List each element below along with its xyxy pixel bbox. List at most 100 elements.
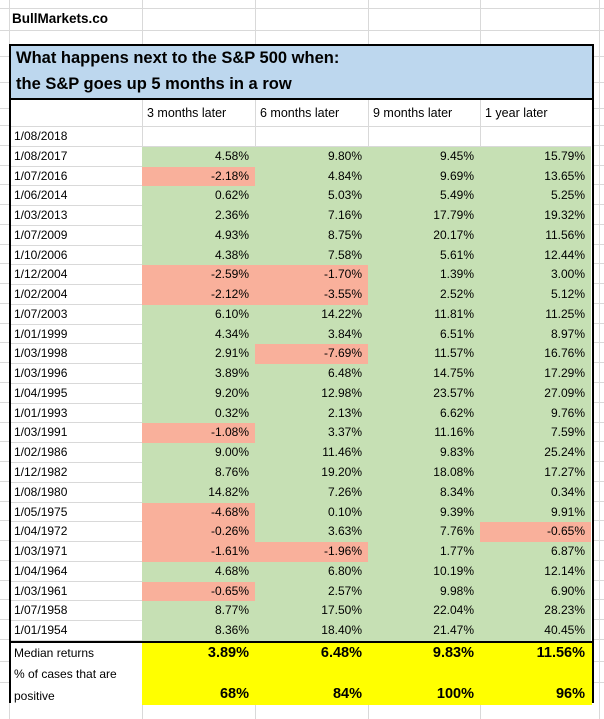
column-header: 6 months later [255, 100, 368, 127]
median-returns-label: Median returns [14, 645, 95, 660]
table-row: 1/01/1993 0.32% 2.13% 6.62% 9.76% [11, 403, 592, 424]
gridline [480, 0, 481, 44]
table-row: 1/03/2013 2.36% 7.16% 17.79% 19.32% [11, 206, 592, 226]
return-cell: 11.57% [368, 344, 480, 365]
gridline [142, 0, 143, 44]
return-cell: 2.91% [142, 344, 255, 365]
gridline [0, 204, 9, 206]
return-cell: -1.96% [255, 542, 368, 562]
gridline [255, 703, 256, 719]
gridline [594, 559, 604, 561]
date-cell: 1/07/2016 [11, 167, 142, 187]
gridline [594, 223, 604, 225]
date-cell: 1/03/1991 [11, 423, 142, 444]
positive-value-cell: 100% [436, 685, 474, 702]
return-cell: 9.91% [480, 502, 591, 523]
column-header: 1 year later [480, 100, 591, 127]
gridline [594, 599, 604, 601]
return-cell [480, 127, 591, 147]
return-cell: 28.23% [480, 601, 591, 622]
footer-values: 3.89% 6.48% 9.83% 11.56% 68% 84% 100% 96% [142, 642, 592, 705]
gridline [594, 421, 604, 423]
return-cell: -4.68% [142, 502, 255, 523]
gridline [0, 421, 9, 423]
gridline [0, 540, 9, 542]
date-cell: 1/04/1972 [11, 522, 142, 543]
gridline [594, 500, 604, 502]
table-row: 1/07/2016 -2.18% 4.84% 9.69% 13.65% [11, 166, 592, 187]
date-cell: 1/03/1961 [11, 582, 142, 602]
title-line-1: What happens next to the S&P 500 when: [16, 49, 340, 67]
return-cell: 9.69% [368, 166, 480, 187]
summary-footer: Median returns % of cases that are posit… [11, 640, 592, 705]
table-row: 1/12/2004 -2.59% -1.70% 1.39% 3.00% [11, 265, 592, 286]
date-cell: 1/03/1971 [11, 542, 142, 562]
table-row: 1/01/1954 8.36% 18.40% 21.47% 40.45% [11, 621, 592, 641]
gridline [0, 243, 9, 245]
gridline [0, 500, 9, 502]
gridline [0, 639, 9, 641]
date-cell: 1/06/2014 [11, 186, 142, 207]
gridline [0, 682, 9, 683]
title-line-2: the S&P goes up 5 months in a row [16, 74, 292, 93]
date-cell: 1/01/1993 [11, 404, 142, 424]
return-cell: 40.45% [480, 621, 591, 641]
median-value-cell: 3.89% [207, 644, 249, 661]
table-row: 1/04/1995 9.20% 12.98% 23.57% 27.09% [11, 383, 592, 404]
return-cell: 5.03% [255, 186, 368, 207]
return-cell: 9.80% [255, 146, 368, 167]
return-cell: 8.97% [480, 324, 591, 345]
pct-positive-label-line1: % of cases that are [14, 667, 117, 682]
date-cell: 1/02/1986 [11, 443, 142, 464]
gridline [0, 401, 9, 403]
data-rows: 1/08/2018 1/08/2017 4.58% 9.80% 9.45% 15.79% 1… [11, 127, 592, 641]
return-cell: 20.17% [368, 225, 480, 246]
gridline [594, 480, 604, 482]
gridline [0, 599, 9, 601]
gridline [594, 243, 604, 245]
return-cell: 5.61% [368, 245, 480, 266]
return-cell: 7.76% [368, 522, 480, 543]
return-cell: 12.98% [255, 383, 368, 404]
table-row: 1/08/2017 4.58% 9.80% 9.45% 15.79% [11, 146, 592, 167]
return-cell: 7.16% [255, 206, 368, 226]
table-row: 1/08/1980 14.82% 7.26% 8.34% 0.34% [11, 482, 592, 503]
return-cell: 21.47% [368, 621, 480, 641]
date-cell: 1/03/1996 [11, 364, 142, 384]
gridline [0, 223, 9, 225]
gridline [0, 302, 9, 304]
gridline [0, 56, 9, 57]
return-cell: -2.12% [142, 285, 255, 305]
gridline [0, 108, 9, 109]
return-cell: 3.00% [480, 265, 591, 286]
table-title: What happens next to the S&P 500 when: t… [11, 46, 592, 100]
return-cell: 8.77% [142, 601, 255, 622]
gridline [0, 125, 9, 126]
return-cell [368, 127, 480, 147]
table-row: 1/06/2014 0.62% 5.03% 5.49% 5.25% [11, 186, 592, 207]
return-cell: -1.08% [142, 423, 255, 444]
return-cell: 9.98% [368, 581, 480, 602]
return-cell: -0.65% [142, 581, 255, 602]
return-cell: -1.61% [142, 542, 255, 562]
table-row: 1/04/1972 -0.26% 3.63% 7.76% -0.65% [11, 522, 592, 543]
gridline [0, 164, 9, 166]
median-value-cell: 11.56% [536, 644, 585, 661]
gridline [0, 8, 604, 9]
return-cell: 0.10% [255, 502, 368, 523]
table-row: 1/02/2004 -2.12% -3.55% 2.52% 5.12% [11, 285, 592, 305]
return-cell: 4.58% [142, 146, 255, 167]
return-cell: 14.75% [368, 364, 480, 384]
return-cell: 12.44% [480, 245, 591, 266]
table-row: 1/02/1986 9.00% 11.46% 9.83% 25.24% [11, 443, 592, 464]
header-date-cell [11, 100, 142, 127]
gridline [0, 559, 9, 561]
return-cell: 4.38% [142, 245, 255, 266]
table-row: 1/03/1998 2.91% -7.69% 11.57% 16.76% [11, 344, 592, 365]
return-cell: 4.93% [142, 225, 255, 246]
gridline [594, 461, 604, 463]
gridline [0, 520, 9, 522]
gridline [0, 322, 9, 324]
positive-value-cell: 96% [555, 685, 585, 702]
